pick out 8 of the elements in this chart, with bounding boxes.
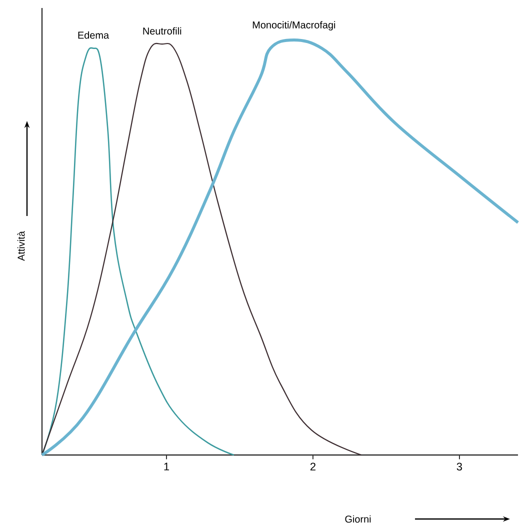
x-tick-label: 1	[164, 462, 170, 470]
series-label: Monociti/Macrofagi	[252, 21, 336, 30]
x-axis-title: Giorni	[345, 515, 371, 523]
series-label: Edema	[78, 31, 110, 39]
x-tick-label: 3	[456, 462, 462, 471]
y-axis-title: Attività	[17, 231, 25, 261]
x-tick-label: 2	[310, 462, 316, 470]
series-label: Neutrofili	[143, 27, 182, 35]
